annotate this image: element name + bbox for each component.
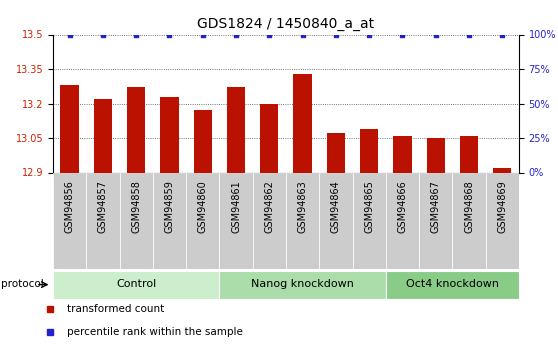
Point [165, 32, 174, 37]
Text: percentile rank within the sample: percentile rank within the sample [68, 327, 243, 337]
Bar [493, 168, 512, 172]
Bar [294, 73, 312, 172]
Bar [153, 172, 186, 269]
Bar [327, 134, 345, 172]
Bar [393, 136, 412, 172]
Text: GSM94856: GSM94856 [65, 180, 75, 233]
Text: GSM94862: GSM94862 [264, 180, 275, 233]
Text: Control: Control [116, 279, 156, 289]
Bar [319, 172, 353, 269]
Text: GSM94859: GSM94859 [165, 180, 175, 233]
Bar [160, 97, 179, 172]
Bar [260, 104, 278, 172]
Point [232, 32, 240, 37]
Bar [426, 138, 445, 172]
Bar [219, 270, 386, 298]
Bar [119, 172, 153, 269]
Bar [219, 172, 253, 269]
Text: GSM94867: GSM94867 [431, 180, 441, 233]
Bar [360, 129, 378, 172]
Bar [127, 87, 146, 172]
Text: Oct4 knockdown: Oct4 knockdown [406, 279, 499, 289]
Text: GSM94860: GSM94860 [198, 180, 208, 233]
Bar [419, 172, 453, 269]
Point [265, 32, 274, 37]
Text: GSM94868: GSM94868 [464, 180, 474, 233]
Title: GDS1824 / 1450840_a_at: GDS1824 / 1450840_a_at [198, 17, 374, 31]
Bar [86, 172, 119, 269]
Text: GSM94858: GSM94858 [131, 180, 141, 233]
Bar [194, 110, 212, 172]
Point [398, 32, 407, 37]
Bar [286, 172, 319, 269]
Bar [353, 172, 386, 269]
Point [431, 32, 440, 37]
Text: GSM94869: GSM94869 [497, 180, 507, 233]
Bar [485, 172, 519, 269]
Bar [94, 99, 112, 172]
Point [198, 32, 207, 37]
Point [498, 32, 507, 37]
Bar [386, 172, 419, 269]
Bar [53, 172, 86, 269]
Bar [60, 85, 79, 172]
Bar [53, 270, 219, 298]
Point [65, 32, 74, 37]
Point [298, 32, 307, 37]
Point [365, 32, 374, 37]
Text: protocol: protocol [1, 279, 44, 289]
Text: GSM94865: GSM94865 [364, 180, 374, 233]
Bar [227, 87, 245, 172]
Text: GSM94863: GSM94863 [297, 180, 307, 233]
Text: GSM94861: GSM94861 [231, 180, 241, 233]
Text: GSM94864: GSM94864 [331, 180, 341, 233]
Point [132, 32, 141, 37]
Bar [453, 172, 485, 269]
Bar [386, 270, 519, 298]
Point [331, 32, 340, 37]
Point [465, 32, 474, 37]
Text: GSM94866: GSM94866 [397, 180, 407, 233]
Bar [186, 172, 219, 269]
Bar [460, 136, 478, 172]
Bar [253, 172, 286, 269]
Text: transformed count: transformed count [68, 304, 165, 314]
Point [98, 32, 107, 37]
Text: Nanog knockdown: Nanog knockdown [251, 279, 354, 289]
Text: GSM94857: GSM94857 [98, 180, 108, 233]
